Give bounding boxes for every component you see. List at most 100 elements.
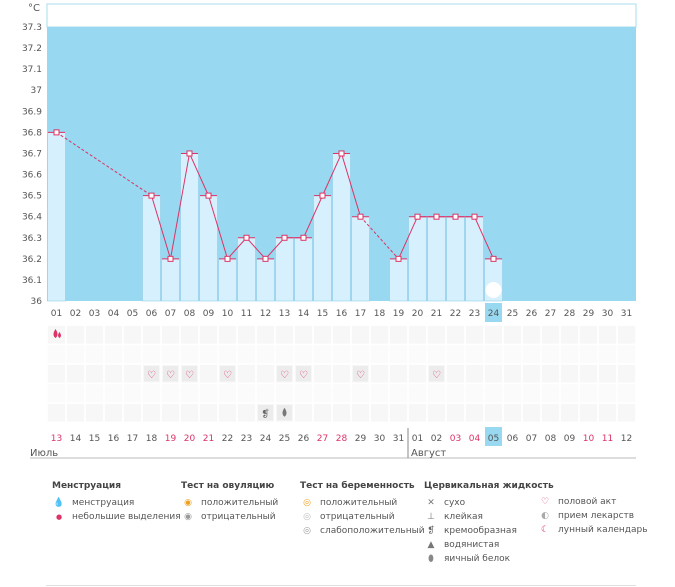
grid-cell	[560, 364, 579, 384]
grid-cell	[617, 325, 636, 345]
grid-cell	[256, 344, 275, 364]
calendar-date-label: 29	[355, 434, 367, 444]
unit-label: °С	[28, 3, 40, 14]
grid-cell	[104, 325, 123, 345]
temperature-bar	[180, 153, 199, 302]
grid-cell	[484, 325, 503, 345]
grid-cell	[47, 403, 66, 423]
temperature-bar	[199, 195, 218, 302]
grid-cell	[294, 403, 313, 423]
legend-cervical-item: клейкая	[444, 512, 483, 522]
grid-cell	[104, 344, 123, 364]
grid-cell	[446, 403, 465, 423]
grid-cell	[579, 344, 598, 364]
grid-cell	[579, 383, 598, 403]
grid-cell	[142, 325, 161, 345]
heart-icon: ♡	[299, 370, 308, 381]
temperature-point	[433, 213, 440, 220]
cervical-cell-bg	[258, 405, 273, 421]
grid-cell	[579, 364, 598, 384]
grid-cell	[484, 344, 503, 364]
cycle-day-label: 10	[222, 309, 234, 319]
grid-cell	[256, 383, 275, 403]
legend-other: ♡ половой акт ◐ прием лекарств ☾ лунный кал…	[538, 495, 648, 537]
grid-cell	[370, 325, 389, 345]
grid-cell	[484, 403, 503, 423]
grid-cell	[389, 383, 408, 403]
calendar-date-label: 30	[374, 434, 386, 444]
y-tick-label: 36.5	[22, 192, 42, 202]
y-tick-label: 36.2	[22, 255, 42, 265]
watery-icon: ▲	[427, 540, 435, 550]
cycle-day-label: 27	[545, 309, 556, 319]
calendar-date-label: 03	[450, 434, 461, 444]
calendar-date-label: 12	[621, 434, 632, 444]
grid-cell	[465, 383, 484, 403]
temperature-line-segment	[398, 216, 418, 260]
grid-cell	[351, 344, 370, 364]
grid-cell	[408, 364, 427, 384]
menstruation-icon: 💧	[53, 498, 65, 508]
grid-cell	[465, 364, 484, 384]
grid-cell	[351, 403, 370, 423]
grid-cell	[522, 403, 541, 423]
grid-cell	[541, 364, 560, 384]
grid-cell	[313, 383, 332, 403]
temperature-bar	[47, 132, 66, 302]
temperature-point	[262, 255, 269, 262]
y-tick-label: 37	[31, 86, 42, 96]
grid-cell	[408, 383, 427, 403]
heart-icon: ♡	[223, 370, 232, 381]
heart-icon: ♡	[432, 370, 441, 381]
cycle-day-label: 09	[203, 309, 215, 319]
grid-cell	[199, 383, 218, 403]
grid-cell	[465, 403, 484, 423]
grid-cell	[370, 403, 389, 423]
temperature-line-segment	[322, 153, 342, 196]
pregnancy-positive-icon: ◎	[303, 498, 311, 508]
grid-cell	[389, 403, 408, 423]
grid-cell	[522, 383, 541, 403]
grid-cell	[332, 383, 351, 403]
calendar-date-label: 24	[260, 434, 272, 444]
heart-icon: ♡	[356, 370, 365, 381]
grid-cell	[313, 364, 332, 384]
grid-cell	[218, 325, 237, 345]
temperature-line-segment	[474, 216, 494, 260]
grid-cell	[237, 344, 256, 364]
temperature-bar	[313, 195, 332, 302]
grid-cell	[294, 325, 313, 345]
grid-cell	[237, 403, 256, 423]
temperature-point	[281, 234, 288, 241]
grid-cell	[199, 364, 218, 384]
grid-cell	[408, 325, 427, 345]
month-label: Август	[411, 448, 446, 459]
grid-cell	[427, 344, 446, 364]
grid-cell	[351, 383, 370, 403]
pregnancy-negative-icon: ◎	[303, 512, 311, 522]
grid-cell	[503, 344, 522, 364]
grid-cell	[370, 364, 389, 384]
grid-cell	[598, 325, 617, 345]
grid-cell	[275, 383, 294, 403]
legend-pregnancy-item: отрицательный	[320, 512, 395, 522]
temperature-bar	[465, 216, 484, 302]
grid-cell	[237, 325, 256, 345]
grid-cell	[123, 364, 142, 384]
intercourse-cell-bg	[429, 366, 444, 382]
temperature-bar	[237, 237, 256, 302]
legend-cervical-item: сухо	[444, 498, 466, 508]
grid-cell	[294, 383, 313, 403]
temperature-point	[452, 213, 459, 220]
calendar-date-axis: 13 14 15 16 17 18 19 20 21 22 23 24 25 26 27 28 29 30 31 01…	[30, 427, 636, 459]
moon-icon: ☾	[540, 525, 550, 535]
grid-cell	[541, 403, 560, 423]
grid-cell	[237, 383, 256, 403]
grid-cell	[123, 325, 142, 345]
legend-pregnancy-title: Тест на беременность	[300, 481, 415, 491]
temperature-line-dashed	[360, 216, 399, 260]
dry-icon: ✕	[427, 498, 435, 508]
temperature-point	[243, 234, 250, 241]
grid-cell	[275, 344, 294, 364]
temperature-point	[167, 255, 174, 262]
